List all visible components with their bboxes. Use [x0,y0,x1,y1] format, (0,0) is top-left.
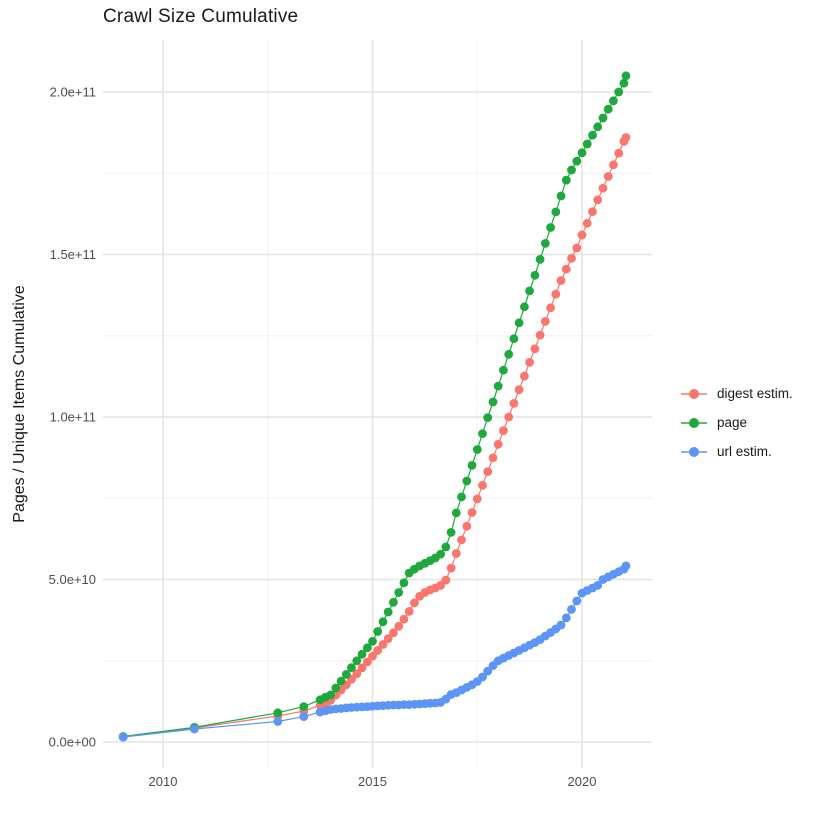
legend-label-digest: digest estim. [717,386,793,401]
svg-text:1.5e+11: 1.5e+11 [50,247,96,262]
svg-text:1.0e+11: 1.0e+11 [50,410,96,425]
legend-item-page: page [681,408,793,437]
svg-text:5.0e+10: 5.0e+10 [49,572,96,587]
legend-label-page: page [717,415,748,430]
svg-text:2020: 2020 [568,774,597,789]
legend-label-url: url estim. [717,444,772,459]
legend: digest estim. page url estim. [681,379,793,466]
series-page [118,71,631,741]
series-line-page [123,75,627,738]
gridlines-major [103,40,652,768]
legend-item-url: url estim. [681,437,793,466]
gridlines-minor [103,40,652,768]
series-digest [118,133,631,742]
page-title: Crawl Size Cumulative [103,6,299,27]
svg-text:2015: 2015 [358,774,387,789]
svg-text:2010: 2010 [149,774,178,789]
y-axis-tick-labels: 0.0e+00 5.0e+10 1.0e+11 1.5e+11 2.0e+11 [49,85,96,750]
series-url [118,561,631,742]
svg-text:0.0e+00: 0.0e+00 [49,735,96,750]
svg-text:2.0e+11: 2.0e+11 [50,85,96,100]
legend-key-url-icon [681,446,707,458]
x-axis-tick-labels: 2010 2015 2020 [149,774,597,789]
legend-key-page-icon [681,417,707,429]
legend-item-digest: digest estim. [681,379,793,408]
legend-key-digest-icon [681,388,707,400]
